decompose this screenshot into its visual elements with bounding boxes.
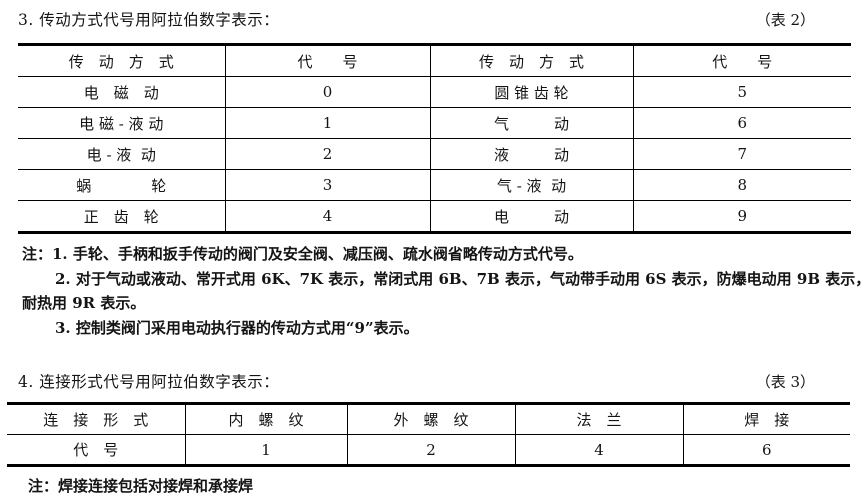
note-line-2-continued: 耐热用 9R 表示。 (22, 294, 146, 312)
code-cell: 6 (761, 440, 772, 459)
section-4-heading-row: 4. 连接形式代号用阿拉伯数字表示： （表 3） (18, 370, 815, 392)
code-cell: 5 (633, 76, 851, 108)
code-cell: 8 (633, 169, 851, 201)
table-3-note: 注：焊接连接包括对接焊和承接焊 (28, 477, 254, 495)
transmission-mode-cell: 圆 锥 齿 轮 (430, 76, 634, 108)
transmission-mode-cell: 电 磁 - 液 动 (18, 107, 226, 139)
table-row: 正 齿 轮 4 电 动 9 (18, 200, 851, 233)
code-cell: 2 (347, 434, 516, 466)
column-header: 传 动 方 式 (430, 44, 634, 77)
code-cell: 4 (225, 200, 431, 233)
table-header-row: 传 动 方 式 代 号 传 动 方 式 代 号 (18, 44, 851, 77)
section-3-heading-row: 3. 传动方式代号用阿拉伯数字表示： （表 2） (18, 8, 815, 30)
column-header: 焊 接 (683, 403, 850, 435)
transmission-mode-cell: 气 - 液 动 (430, 169, 634, 201)
code-cell: 9 (737, 207, 748, 225)
code-cell: 2 (225, 138, 431, 170)
transmission-mode-cell: 正 齿 轮 (18, 200, 226, 233)
row-label-cell: 代 号 (7, 434, 186, 466)
table-row: 电 磁 动 0 圆 锥 齿 轮 5 (18, 76, 851, 108)
section-4-heading: 4. 连接形式代号用阿拉伯数字表示： (18, 373, 280, 391)
transmission-code-table: 传 动 方 式 代 号 传 动 方 式 代 号 电 磁 动 0 圆 锥 齿 轮 … (18, 43, 851, 234)
transmission-mode-cell: 电 动 (430, 200, 634, 233)
table-header-row: 连 接 形 式 内 螺 纹 外 螺 纹 法 兰 焊 接 (7, 403, 850, 435)
transmission-mode-cell: 液 动 (430, 138, 634, 170)
note-line-3: 3. 控制类阀门采用电动执行器的传动方式用“9”表示。 (55, 318, 419, 337)
transmission-mode-cell: 蜗 轮 (18, 169, 226, 201)
table-row: 电 - 液 动 2 液 动 7 (18, 138, 851, 170)
code-cell: 7 (633, 138, 851, 170)
table-2-label: （表 2） (755, 11, 815, 29)
table-row: 蜗 轮 3 气 - 液 动 8 (18, 169, 851, 201)
code-cell: 1 (185, 434, 348, 466)
code-cell: 4 (515, 434, 684, 466)
section-3-heading: 3. 传动方式代号用阿拉伯数字表示： (18, 11, 280, 29)
column-header: 内 螺 纹 (185, 403, 348, 435)
code-cell: 0 (225, 76, 431, 108)
column-header: 传 动 方 式 (18, 44, 226, 77)
table-3-label: （表 3） (755, 373, 815, 391)
transmission-mode-cell: 电 - 液 动 (18, 138, 226, 170)
table-2-notes: 注：1. 手轮、手柄和扳手传动的阀门及安全阀、减压阀、疏水阀省略传动方式代号。 … (0, 242, 863, 340)
transmission-mode-cell: 气 动 (430, 107, 634, 139)
column-header: 连 接 形 式 (7, 403, 186, 435)
column-header: 代 号 (633, 44, 851, 77)
column-header: 法 兰 (515, 403, 684, 435)
code-cell: 3 (225, 169, 431, 201)
transmission-mode-cell: 电 磁 动 (18, 76, 226, 108)
column-header: 外 螺 纹 (347, 403, 516, 435)
column-header: 代 号 (225, 44, 431, 77)
table-row: 代 号 1 2 4 6 (7, 434, 850, 466)
connection-code-table: 连 接 形 式 内 螺 纹 外 螺 纹 法 兰 焊 接 代 号 1 2 4 6 (7, 402, 850, 467)
code-cell: 1 (225, 107, 431, 139)
note-line-2: 2. 对于气动或液动、常开式用 6K、7K 表示，常闭式用 6B、7B 表示，气… (55, 269, 863, 288)
code-cell: 6 (633, 107, 851, 139)
table-row: 电 磁 - 液 动 1 气 动 6 (18, 107, 851, 139)
note-line-1: 注：1. 手轮、手柄和扳手传动的阀门及安全阀、减压阀、疏水阀省略传动方式代号。 (22, 245, 583, 263)
